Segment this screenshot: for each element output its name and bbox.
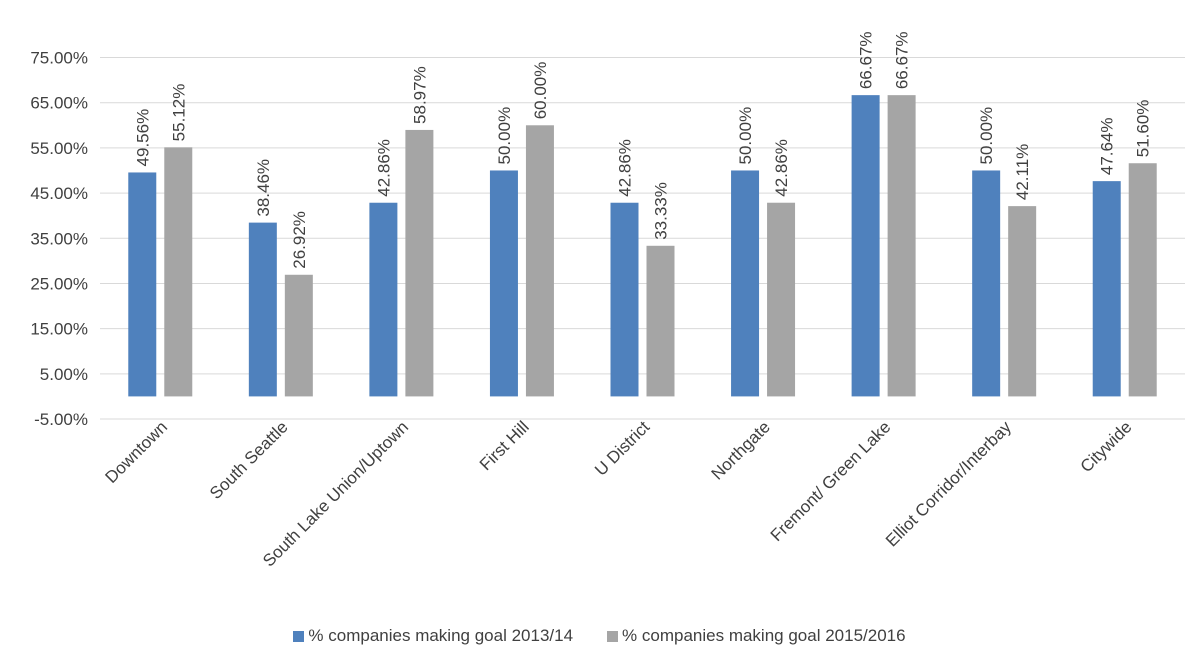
data-label-series-2: 42.86% xyxy=(772,139,791,197)
legend-item-series-2: % companies making goal 2015/2016 xyxy=(607,626,906,646)
category-label: South Seattle xyxy=(206,417,292,503)
bar-series-2 xyxy=(405,129,434,397)
legend: % companies making goal 2013/14 % compan… xyxy=(0,621,1199,651)
bar-series-1 xyxy=(489,170,518,397)
bar-series-2 xyxy=(646,245,675,397)
category-label: First Hill xyxy=(476,417,533,474)
bar-series-1 xyxy=(248,222,277,397)
category-label: Downtown xyxy=(102,417,172,487)
bar-series-1 xyxy=(972,170,1001,397)
legend-swatch-series-2 xyxy=(607,630,619,642)
legend-item-series-1: % companies making goal 2013/14 xyxy=(293,626,573,646)
bar-series-1 xyxy=(128,172,157,397)
data-label-series-1: 66.67% xyxy=(857,31,876,89)
data-label-series-2: 60.00% xyxy=(531,62,550,120)
y-tick-label: 55.00% xyxy=(30,139,88,158)
y-tick-label: 5.00% xyxy=(40,365,88,384)
bar-series-2 xyxy=(767,202,796,397)
y-tick-label: 15.00% xyxy=(30,320,88,339)
data-label-series-2: 51.60% xyxy=(1134,100,1153,158)
legend-swatch-series-1 xyxy=(293,630,305,642)
bars xyxy=(128,95,1157,397)
y-tick-label: 25.00% xyxy=(30,274,88,293)
data-label-series-2: 42.11% xyxy=(1013,144,1032,200)
data-label-series-2: 26.92% xyxy=(290,211,309,269)
bar-chart: -5.00% 5.00% 15.00% 25.00% 35.00% 45.00% 55.00… xyxy=(30,31,1185,571)
bar-series-2 xyxy=(1008,206,1037,397)
data-label-series-1: 49.56% xyxy=(133,109,152,167)
data-label-series-2: 66.67% xyxy=(893,31,912,89)
bar-series-1 xyxy=(851,95,880,397)
gridlines xyxy=(100,57,1185,420)
data-label-series-1: 42.86% xyxy=(374,139,393,197)
data-label-series-1: 50.00% xyxy=(977,107,996,165)
data-label-series-2: 33.33% xyxy=(652,182,671,240)
y-tick-label: 75.00% xyxy=(30,49,88,68)
bar-series-1 xyxy=(1092,181,1121,397)
data-label-series-1: 50.00% xyxy=(495,107,514,165)
data-labels: 49.56% 55.12% 38.46% 26.92% 42.86% 58.97% 50.0… xyxy=(133,31,1152,268)
category-label: U District xyxy=(591,417,653,479)
bar-series-1 xyxy=(610,202,639,397)
category-label: Elliot Corridor/Interbay xyxy=(882,417,1015,550)
legend-label-series-1: % companies making goal 2013/14 xyxy=(308,626,574,645)
data-label-series-1: 42.86% xyxy=(616,139,635,197)
bar-series-1 xyxy=(369,202,398,397)
y-tick-label: 65.00% xyxy=(30,94,88,113)
bar-series-2 xyxy=(284,274,313,397)
y-axis-ticks: -5.00% 5.00% 15.00% 25.00% 35.00% 45.00% 55.00… xyxy=(30,49,88,430)
bar-series-2 xyxy=(887,95,916,397)
data-label-series-1: 47.64% xyxy=(1098,117,1117,175)
bar-series-2 xyxy=(1128,163,1157,397)
bar-series-2 xyxy=(525,125,554,397)
bar-series-2 xyxy=(164,147,193,397)
category-label: Northgate xyxy=(708,417,774,483)
data-label-series-1: 50.00% xyxy=(736,107,755,165)
data-label-series-2: 55.12% xyxy=(169,84,188,142)
bar-series-1 xyxy=(731,170,760,397)
data-label-series-1: 38.46% xyxy=(254,159,273,217)
y-tick-label: -5.00% xyxy=(34,410,88,429)
category-label: Fremont/ Green Lake xyxy=(767,417,895,545)
y-tick-label: 45.00% xyxy=(30,184,88,203)
data-label-series-2: 58.97% xyxy=(410,66,429,124)
legend-label-series-2: % companies making goal 2015/2016 xyxy=(622,626,906,645)
y-tick-label: 35.00% xyxy=(30,229,88,248)
category-label: Citywide xyxy=(1077,417,1136,476)
